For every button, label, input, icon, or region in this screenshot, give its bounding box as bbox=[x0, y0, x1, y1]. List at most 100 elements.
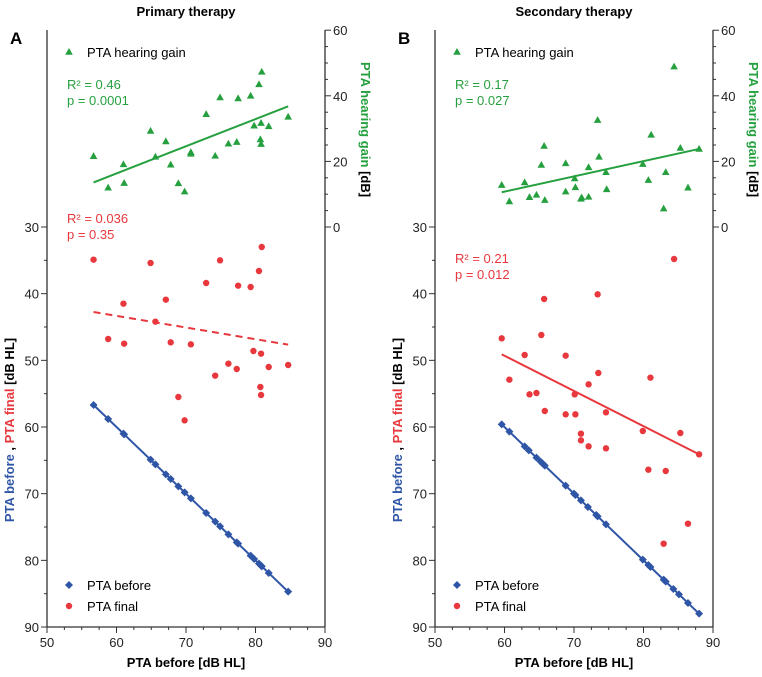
point-final bbox=[645, 466, 652, 473]
stat-gain-p: p = 0.027 bbox=[455, 93, 510, 108]
point-gain bbox=[211, 151, 219, 159]
point-final bbox=[152, 318, 159, 325]
point-final bbox=[541, 407, 549, 415]
point-gain bbox=[256, 135, 265, 143]
point-final bbox=[660, 540, 667, 547]
point-gain bbox=[644, 176, 653, 183]
x-tick-label: 60 bbox=[497, 635, 511, 650]
point-before bbox=[104, 415, 113, 424]
x-tick-label: 50 bbox=[40, 635, 54, 650]
point-before bbox=[211, 517, 220, 526]
point-gain bbox=[264, 122, 273, 130]
point-before bbox=[284, 587, 293, 596]
y-left-label-final: PTA final bbox=[2, 388, 17, 443]
point-gain bbox=[187, 149, 195, 157]
point-final bbox=[225, 360, 232, 367]
point-final bbox=[585, 381, 592, 388]
y-left-tick-label: 90 bbox=[413, 620, 427, 635]
x-tick-label: 90 bbox=[318, 635, 332, 650]
y-left-label-sep: , bbox=[2, 443, 17, 454]
point-gain bbox=[180, 187, 189, 195]
point-final bbox=[120, 300, 127, 307]
point-final bbox=[265, 363, 272, 371]
point-before bbox=[497, 420, 506, 429]
point-final bbox=[255, 267, 263, 275]
y-right-tick-label: 40 bbox=[721, 89, 735, 104]
y-left-label-unit: [dB HL] bbox=[2, 338, 17, 389]
point-final bbox=[595, 369, 602, 377]
y-left-label-unit: [dB HL] bbox=[390, 338, 405, 389]
point-final bbox=[677, 429, 684, 437]
y-left-tick-label: 80 bbox=[25, 553, 39, 568]
point-gain bbox=[224, 139, 233, 147]
panel-b: Secondary therapy B 50 60 70 80 90 PTA before [… bbox=[390, 4, 761, 670]
point-final bbox=[498, 335, 505, 342]
x-tick-label: 90 bbox=[706, 635, 720, 650]
point-final bbox=[521, 351, 528, 359]
point-gain bbox=[584, 163, 593, 171]
point-before bbox=[186, 494, 195, 503]
point-gain bbox=[537, 161, 546, 168]
point-final bbox=[602, 445, 610, 452]
legend-before-marker bbox=[65, 581, 73, 589]
point-before bbox=[646, 563, 655, 572]
point-final bbox=[250, 347, 257, 355]
point-before bbox=[505, 427, 514, 436]
point-final bbox=[562, 411, 569, 418]
y-left-tick-label: 40 bbox=[413, 287, 427, 302]
stat-final-p: p = 0.012 bbox=[455, 267, 510, 282]
point-gain bbox=[120, 179, 128, 186]
y-left-label-before: PTA before bbox=[2, 454, 17, 522]
point-before bbox=[601, 520, 610, 529]
y-left-tick-label: 30 bbox=[25, 220, 39, 235]
point-before bbox=[638, 555, 647, 564]
y-left-tick-label: 90 bbox=[25, 620, 39, 635]
point-gain bbox=[525, 193, 534, 200]
point-final bbox=[175, 393, 182, 401]
y-left-axis-label: PTA before , PTA final [dB HL] bbox=[2, 338, 17, 522]
point-gain bbox=[497, 181, 506, 188]
point-before bbox=[146, 455, 155, 464]
point-gain bbox=[202, 110, 210, 117]
point-final bbox=[187, 341, 195, 348]
point-before bbox=[180, 488, 189, 497]
legend-before-marker bbox=[453, 581, 461, 589]
point-gain bbox=[166, 160, 175, 168]
trendline-gain bbox=[501, 147, 700, 194]
legend-final-marker bbox=[65, 602, 73, 610]
point-final bbox=[695, 451, 703, 458]
legend-gain-label: PTA hearing gain bbox=[475, 45, 574, 60]
point-gain bbox=[505, 197, 514, 205]
y-right-label-unit: [dB] bbox=[746, 167, 761, 197]
y-right-tick-label: 40 bbox=[333, 89, 347, 104]
trendline-gain bbox=[93, 105, 289, 184]
point-before bbox=[161, 470, 170, 479]
point-final bbox=[533, 389, 540, 397]
point-before bbox=[234, 539, 243, 548]
point-gain bbox=[250, 121, 258, 129]
legend-final-label: PTA final bbox=[475, 599, 526, 614]
y-left-tick-label: 60 bbox=[25, 420, 39, 435]
y-left-tick-label: 50 bbox=[25, 353, 39, 368]
point-final bbox=[684, 520, 692, 527]
point-final bbox=[647, 374, 654, 381]
point-final bbox=[639, 427, 647, 435]
y-left-label-sep: , bbox=[390, 443, 405, 454]
y-left-tick-label: 70 bbox=[25, 487, 39, 502]
stat-final-p: p = 0.35 bbox=[67, 227, 114, 242]
point-final bbox=[234, 282, 242, 289]
point-final bbox=[216, 257, 224, 264]
point-before bbox=[576, 496, 585, 505]
point-gain bbox=[104, 183, 112, 191]
point-final bbox=[670, 255, 678, 263]
point-final bbox=[257, 391, 265, 399]
point-gain bbox=[684, 183, 692, 191]
point-gain bbox=[695, 144, 703, 152]
y-right-tick-label: 60 bbox=[721, 23, 735, 38]
point-gain bbox=[257, 67, 266, 75]
point-before bbox=[593, 512, 602, 521]
y-right-label-unit: [dB] bbox=[358, 167, 373, 197]
point-final bbox=[562, 352, 569, 359]
point-gain bbox=[647, 130, 655, 138]
point-before bbox=[683, 599, 692, 608]
